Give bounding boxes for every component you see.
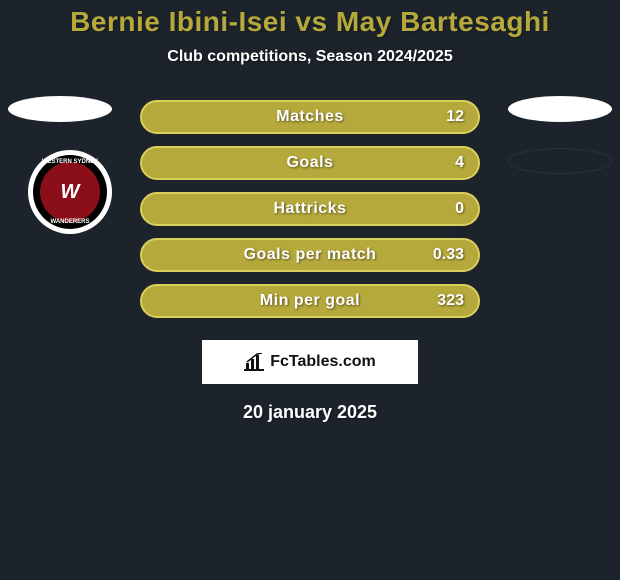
stat-row: Hattricks 0 [0, 186, 620, 232]
stat-bar: Goals per match 0.33 [140, 238, 480, 272]
stats-area: W WESTERN SYDNEY WANDERERS Matches12Goal… [0, 94, 620, 423]
stat-bar: Matches 12 [140, 100, 480, 134]
stat-value: 323 [437, 292, 464, 310]
stat-value: 4 [455, 154, 464, 172]
page-subtitle: Club competitions, Season 2024/2025 [0, 48, 620, 66]
comparison-card: Bernie Ibini-Isei vs May Bartesaghi Club… [0, 0, 620, 580]
bar-chart-icon [244, 353, 264, 371]
stat-bar: Min per goal 323 [140, 284, 480, 318]
stat-rows: Matches 12 Goals 4 Hattricks 0 Goals per match… [0, 94, 620, 324]
stat-bar: Hattricks 0 [140, 192, 480, 226]
stat-value: 0.33 [433, 246, 464, 264]
stat-bar: Goals 4 [140, 146, 480, 180]
stat-row: Min per goal 323 [0, 278, 620, 324]
stat-label: Goals per match [244, 246, 377, 264]
page-title: Bernie Ibini-Isei vs May Bartesaghi [0, 0, 620, 38]
stat-label: Min per goal [260, 292, 360, 310]
stat-row: Goals per match 0.33 [0, 232, 620, 278]
stat-value: 12 [446, 108, 464, 126]
stat-label: Matches [276, 108, 344, 126]
source-badge[interactable]: FcTables.com [202, 340, 418, 384]
stat-row: Goals 4 [0, 140, 620, 186]
snapshot-date: 20 january 2025 [0, 402, 620, 423]
stat-label: Goals [287, 154, 334, 172]
stat-value: 0 [455, 200, 464, 218]
source-badge-text: FcTables.com [270, 353, 376, 371]
stat-label: Hattricks [274, 200, 347, 218]
stat-row: Matches 12 [0, 94, 620, 140]
